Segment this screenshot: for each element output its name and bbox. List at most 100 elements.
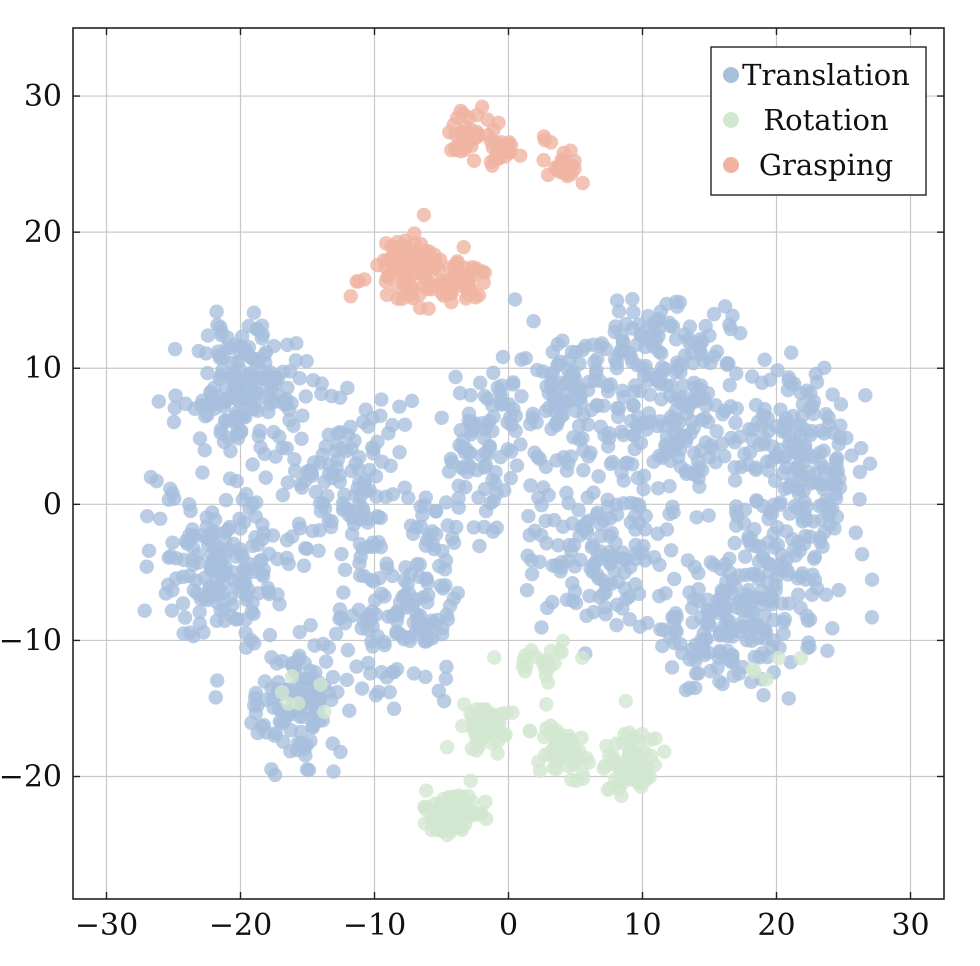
data-point [568,345,584,360]
data-point [602,511,618,526]
data-point [218,492,234,508]
data-point [368,688,384,703]
data-point [272,596,287,612]
data-point [235,329,250,344]
data-point [606,754,621,769]
data-point [776,465,791,481]
data-point [727,535,742,551]
data-point [786,542,801,557]
data-point [853,441,869,456]
data-point [438,495,454,510]
legend-label-translation: Translation [742,58,910,92]
data-point [490,718,505,733]
data-point [770,363,785,378]
data-point [435,543,450,559]
data-point [550,337,565,352]
data-point [805,398,820,414]
data-point [792,447,808,463]
data-point [165,583,180,598]
data-point [515,658,531,674]
data-point [418,669,433,685]
data-point [678,682,694,698]
data-point [864,610,880,625]
data-point [534,497,549,513]
data-point [420,622,436,637]
data-point [632,619,648,634]
data-point [658,439,673,454]
data-point [693,443,709,458]
data-point [410,265,425,281]
data-point [280,475,296,490]
x-tick-label: 20 [757,908,795,943]
data-point [609,293,625,308]
data-point [222,471,238,486]
data-point [209,304,224,319]
data-point [615,334,631,350]
data-point [311,543,326,558]
data-point [392,445,407,460]
data-point [535,364,551,379]
data-point [299,541,315,556]
data-point [235,492,251,507]
y-tick-label: −20 [0,760,62,795]
data-point [410,556,425,572]
data-point [646,550,662,565]
data-point [848,525,864,540]
data-point [565,575,580,591]
data-point [776,615,791,630]
data-point [551,538,566,553]
data-point [351,450,367,465]
data-point [722,565,737,580]
data-point [287,452,302,467]
data-point [676,378,691,393]
data-point [407,236,422,251]
data-point [587,373,603,388]
data-point [727,473,743,488]
data-point [456,240,471,255]
data-point [471,708,486,723]
data-point [687,559,702,575]
data-point [623,350,639,365]
data-point [374,454,390,469]
data-point [267,728,282,743]
data-point [274,685,290,700]
data-point [406,666,422,681]
data-point [617,726,632,742]
data-point [318,654,334,669]
data-point [349,659,364,674]
data-point [182,568,197,584]
data-point [246,305,262,320]
data-point [524,553,539,568]
data-point [166,414,182,430]
data-point [233,521,248,536]
data-point [727,460,742,475]
data-point [334,546,349,562]
data-point [795,510,810,526]
data-point [793,650,808,666]
data-point [352,556,367,571]
data-point [367,593,383,608]
data-point [337,562,353,578]
data-point [284,669,300,684]
data-point [238,342,253,357]
data-point [545,558,561,573]
data-point [225,565,241,580]
data-point [503,470,518,486]
data-point [657,744,672,759]
data-point [568,754,583,770]
data-point [428,504,444,519]
data-point [773,562,788,577]
legend-marker-rotation [723,112,739,128]
data-point [625,291,640,307]
data-point [461,445,477,461]
data-point [820,643,835,658]
data-point [536,153,551,168]
data-point [668,403,684,419]
data-point [560,362,576,377]
data-point [264,650,279,665]
data-point [656,622,671,637]
series-rotation [274,633,808,843]
data-point [638,522,653,537]
data-point [650,313,665,329]
